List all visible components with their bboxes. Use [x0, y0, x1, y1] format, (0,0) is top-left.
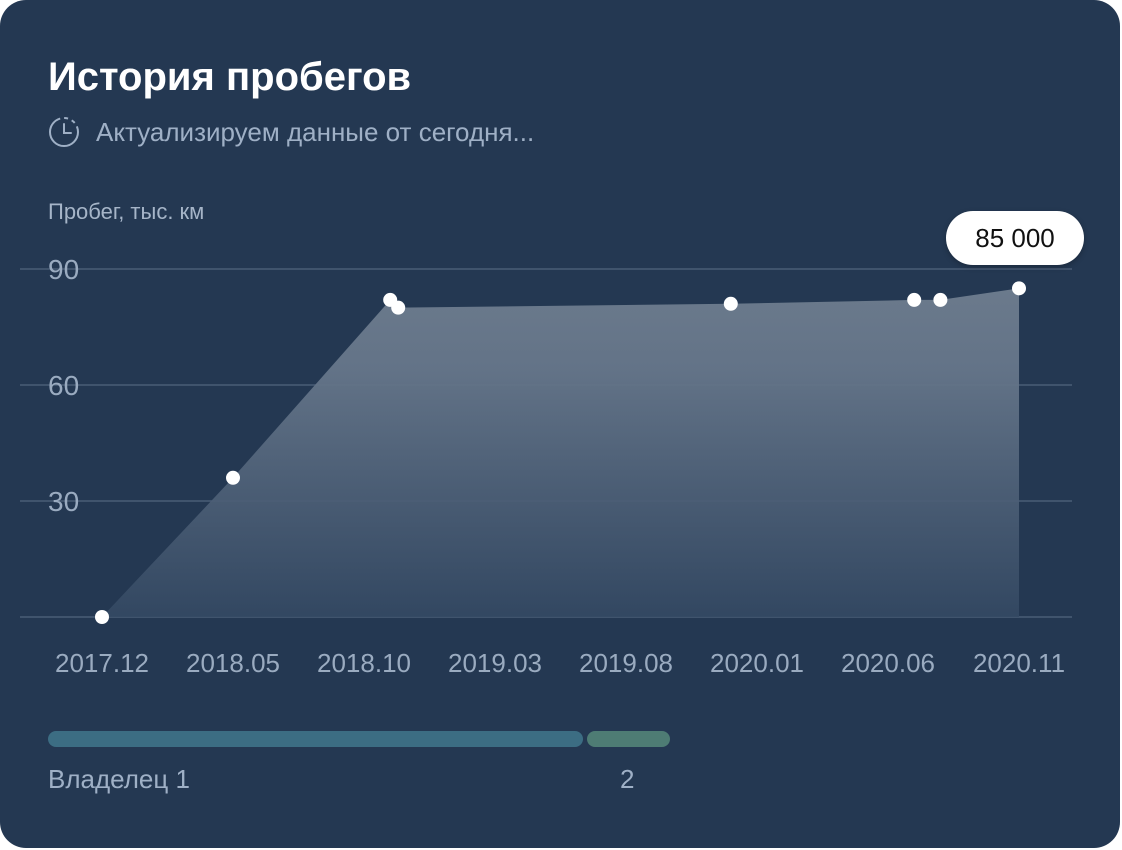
x-tick-label: 2018.05 [186, 648, 280, 678]
mileage-area [102, 288, 1019, 617]
y-tick-label: 60 [48, 370, 79, 401]
data-point[interactable] [907, 292, 922, 307]
data-point[interactable] [226, 470, 240, 485]
update-status-text: Актуализируем данные от сегодня... [96, 116, 535, 147]
data-point[interactable] [723, 296, 738, 311]
y-tick-label: 90 [48, 254, 79, 285]
y-ticks: 90 60 30 [48, 254, 79, 517]
y-axis-label: Пробег, тыс. км [48, 199, 205, 224]
data-point[interactable] [95, 610, 109, 624]
x-tick-label: 2017.12 [55, 648, 149, 678]
x-tick-label: 2019.03 [448, 648, 542, 678]
owner-1-label: Владелец 1 [48, 764, 190, 794]
y-tick-label: 30 [48, 486, 79, 517]
page-title: История пробегов [48, 55, 412, 99]
area-layer [102, 288, 1019, 617]
x-tick-label: 2020.01 [710, 648, 804, 678]
value-tooltip: 85 000 [946, 211, 1084, 265]
x-tick-label: 2019.08 [579, 648, 673, 678]
points-layer [95, 281, 1026, 624]
x-ticks: 2017.12 2018.05 2018.10 2019.03 2019.08 2020.… [55, 648, 1065, 678]
clock-icon [48, 116, 80, 148]
owner-2-label: 2 [620, 764, 635, 794]
owner-1-bar[interactable] [48, 731, 583, 747]
x-tick-label: 2018.10 [317, 648, 411, 678]
x-tick-label: 2020.11 [973, 648, 1065, 678]
data-point[interactable] [1012, 281, 1026, 296]
x-tick-label: 2020.06 [841, 648, 935, 678]
data-point[interactable] [933, 292, 948, 307]
owner-2-bar[interactable] [587, 731, 670, 747]
update-status: Актуализируем данные от сегодня... [48, 112, 534, 152]
data-point[interactable] [391, 300, 406, 315]
